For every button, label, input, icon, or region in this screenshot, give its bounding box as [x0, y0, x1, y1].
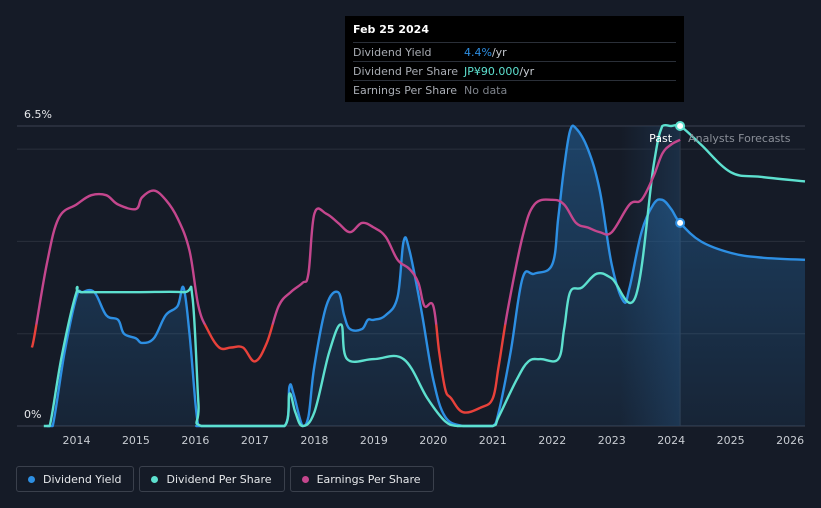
x-tick-label: 2022 [538, 434, 566, 447]
highlight-point [675, 121, 686, 131]
legend-dot-icon [301, 475, 309, 483]
tooltip-row-unit: /yr [519, 65, 535, 78]
forecast-label: Analysts Forecasts [688, 132, 791, 145]
x-tick-label: 2023 [598, 434, 626, 447]
tooltip-row-dividend-yield: Dividend Yield 4.4% /yr [353, 42, 676, 61]
highlight-point [675, 217, 686, 228]
legend-label: Dividend Per Share [166, 472, 272, 486]
tooltip-row-unit: /yr [491, 46, 507, 59]
x-tick-label: 2020 [419, 434, 447, 447]
legend-label: Earnings Per Share [316, 472, 421, 486]
tooltip-date: Feb 25 2024 [353, 23, 429, 36]
tooltip-row-label: Dividend Per Share [353, 65, 459, 78]
x-tick-label: 2015 [122, 434, 150, 447]
tooltip-row-value: JP¥90.000 [464, 65, 520, 78]
x-tick-label: 2019 [360, 434, 388, 447]
y-tick-label-min: 0% [24, 408, 41, 421]
tooltip-row-value: No data [464, 84, 508, 97]
dividend-yield-area [46, 125, 805, 426]
tooltip-row-dividend-per-share: Dividend Per Share JP¥90.000 /yr [353, 61, 676, 80]
y-tick-label-max: 6.5% [24, 108, 52, 121]
tooltip: Feb 25 2024 Dividend Yield 4.4% /yr Divi… [345, 16, 684, 102]
x-tick-label: 2017 [241, 434, 269, 447]
legend: Dividend Yield Dividend Per Share Earnin… [16, 466, 434, 492]
tooltip-row-earnings-per-share: Earnings Per Share No data [353, 80, 676, 99]
past-label: Past [649, 132, 673, 145]
tooltip-row-value: 4.4% [464, 46, 492, 59]
dividend-per-share-line [43, 123, 806, 428]
legend-label: Dividend Yield [43, 472, 122, 486]
x-tick-label: 2018 [300, 434, 328, 447]
legend-dot-icon [28, 475, 35, 483]
dividend-yield-line [46, 124, 806, 428]
x-tick-label: 2025 [717, 434, 745, 447]
earnings-per-share-line [30, 138, 681, 414]
legend-item-earnings-per-share[interactable]: Earnings Per Share [289, 466, 434, 492]
x-tick-label: 2026 [776, 434, 804, 447]
tooltip-row-label: Dividend Yield [353, 46, 432, 59]
x-tick-label: 2014 [62, 434, 90, 447]
legend-item-dividend-per-share[interactable]: Dividend Per Share [139, 466, 285, 492]
tooltip-row-label: Earnings Per Share [353, 84, 458, 97]
legend-item-dividend-yield[interactable]: Dividend Yield [16, 466, 135, 492]
x-tick-label: 2016 [181, 434, 209, 447]
legend-dot-icon [151, 475, 159, 483]
x-tick-label: 2024 [657, 434, 685, 447]
x-tick-label: 2021 [479, 434, 507, 447]
